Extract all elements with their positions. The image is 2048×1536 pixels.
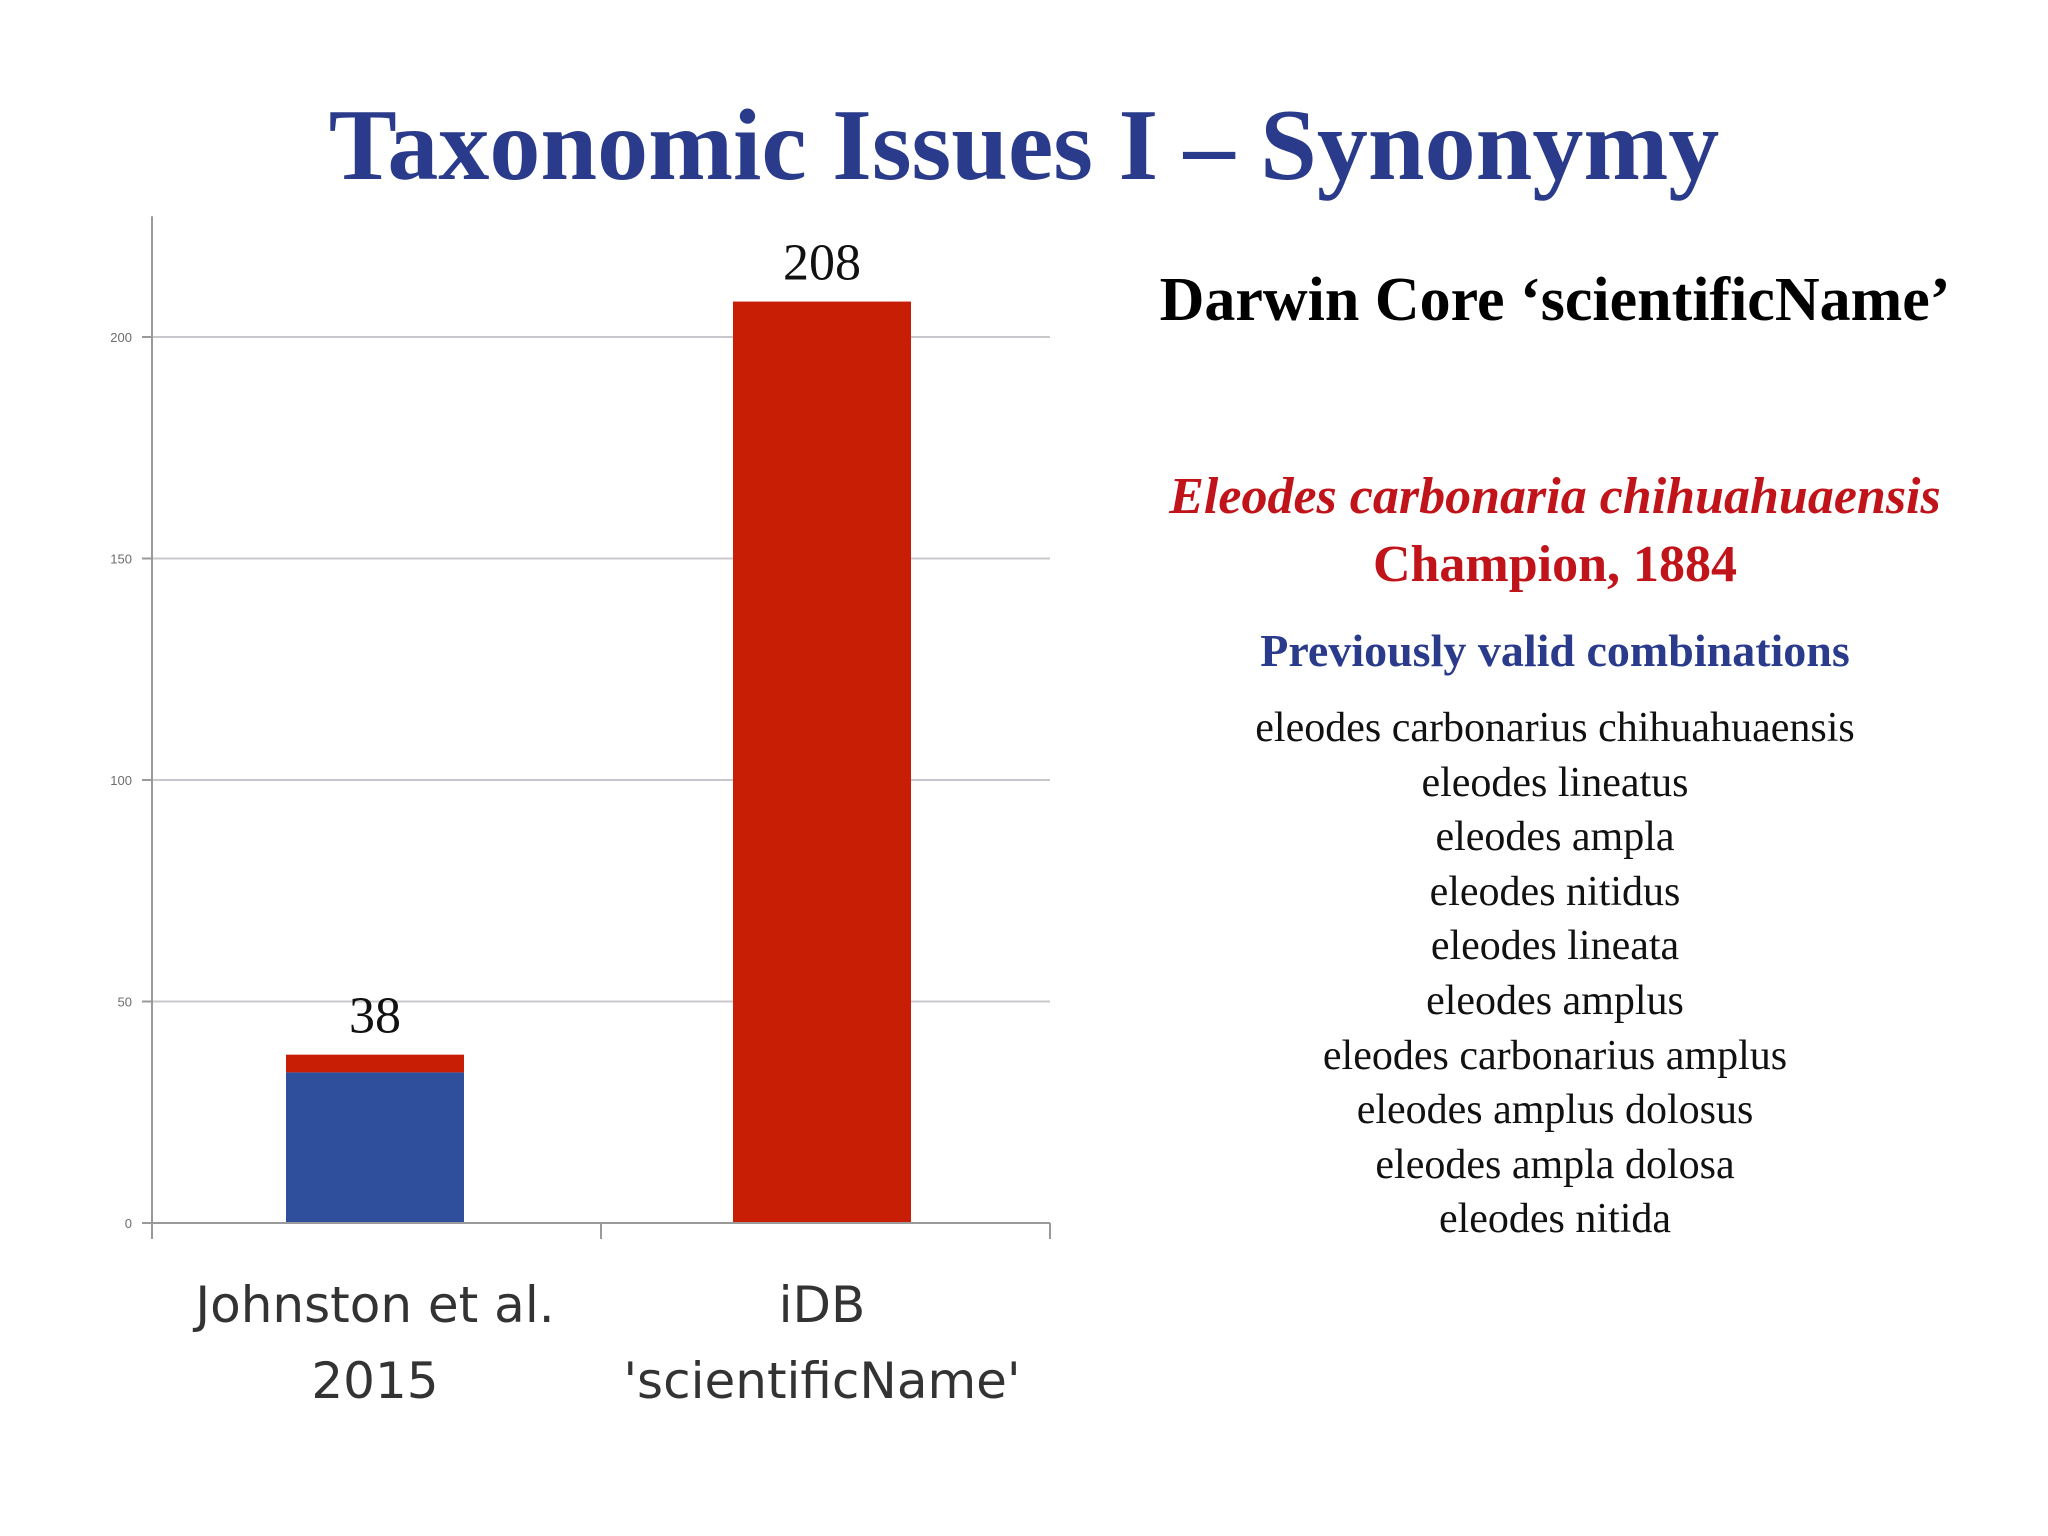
combination-item: eleodes nitida	[1438, 1196, 1672, 1243]
combinations-list: eleodes carbonarius chihuahuaensis eleod…	[1090, 701, 2020, 1247]
y-tick-label: 0	[125, 1216, 132, 1231]
bar-segment	[733, 301, 911, 1223]
gridlines	[152, 336, 1050, 1003]
bar-chart: 0 50 100 150 200 38 Johnston et al. 2015 208 iDB '…	[0, 210, 1080, 1536]
combination-item: eleodes lineatus	[1421, 759, 1689, 806]
x-category-label: 'scientificName'	[623, 1352, 1020, 1410]
axes	[142, 216, 1051, 1239]
combination-item: eleodes nitidus	[1429, 868, 1681, 915]
bar-segment	[286, 1072, 464, 1223]
y-tick-label: 200	[110, 330, 132, 345]
species-author: Champion, 1884	[1372, 536, 1738, 593]
slide-title: Taxonomic Issues I – Synonymy	[328, 89, 1720, 202]
combination-item: eleodes carbonarius amplus	[1322, 1032, 1788, 1079]
bar-segment	[286, 1054, 464, 1073]
combination-item: eleodes lineata	[1430, 923, 1680, 970]
species-name: Eleodes carbonaria chihuahuaensis	[1169, 468, 1941, 525]
combination-item: eleodes amplus dolosus	[1356, 1087, 1754, 1134]
y-tick-label: 100	[110, 773, 132, 788]
x-category-label: iDB	[779, 1276, 866, 1334]
x-category-label: 2015	[311, 1352, 438, 1410]
data-label: 208	[783, 235, 861, 292]
combination-item: eleodes carbonarius chihuahuaensis	[1255, 705, 1855, 751]
bars	[286, 301, 911, 1223]
y-tick-label: 50	[118, 995, 132, 1010]
x-category-label: Johnston et al.	[192, 1276, 554, 1334]
data-label: 38	[349, 988, 401, 1045]
combination-item: eleodes ampla dolosa	[1375, 1141, 1735, 1188]
bar-chart-svg: 0 50 100 150 200 38 Johnston et al. 2015 208 iDB '…	[110, 216, 1051, 1410]
combinations-heading: Previously valid combinations	[1260, 625, 1850, 676]
labels: 0 50 100 150 200 38 Johnston et al. 2015 208 iDB '…	[110, 235, 1020, 1410]
combination-item: eleodes amplus	[1426, 977, 1684, 1024]
y-tick-label: 150	[110, 552, 132, 567]
darwin-core-heading: Darwin Core ‘scientificName’	[1159, 266, 1951, 334]
combination-item: eleodes ampla	[1435, 814, 1675, 861]
